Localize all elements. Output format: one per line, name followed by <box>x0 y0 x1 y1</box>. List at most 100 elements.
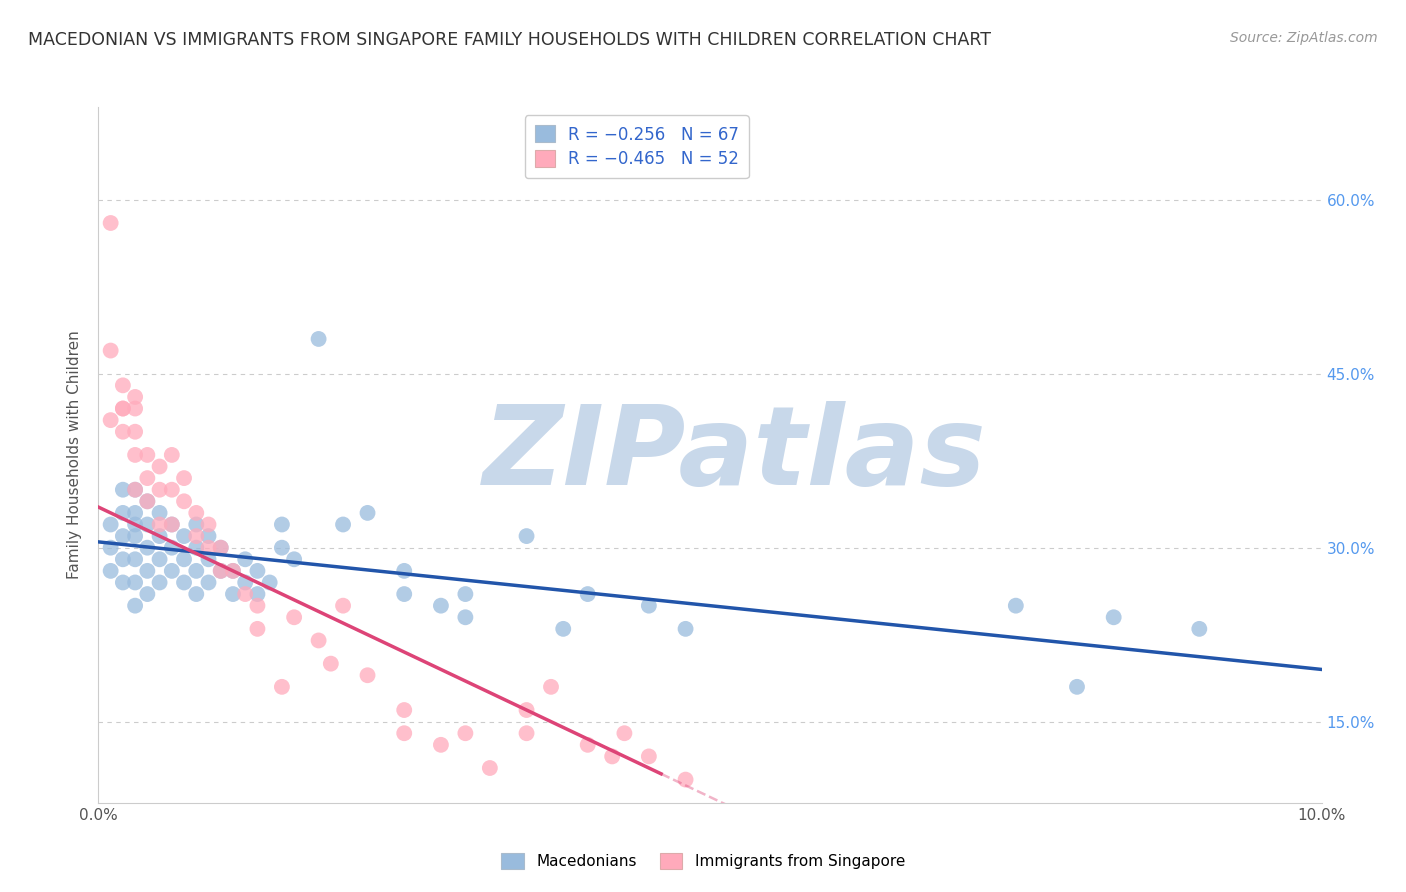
Point <box>186 517 208 532</box>
Point <box>173 494 195 508</box>
Point <box>637 749 661 764</box>
Point <box>136 471 159 485</box>
Point <box>124 401 146 416</box>
Point <box>173 552 195 566</box>
Point <box>124 390 146 404</box>
Point <box>186 541 208 555</box>
Point <box>209 564 232 578</box>
Point <box>332 599 354 613</box>
Point <box>186 529 208 543</box>
Point <box>1004 599 1026 613</box>
Point <box>111 483 134 497</box>
Point <box>100 343 122 358</box>
Point <box>111 378 134 392</box>
Point <box>173 529 195 543</box>
Y-axis label: Family Households with Children: Family Households with Children <box>67 331 83 579</box>
Point <box>516 703 538 717</box>
Point <box>540 680 562 694</box>
Point <box>246 564 269 578</box>
Point <box>270 680 292 694</box>
Point <box>259 575 281 590</box>
Point <box>111 401 134 416</box>
Point <box>124 506 146 520</box>
Text: Source: ZipAtlas.com: Source: ZipAtlas.com <box>1230 31 1378 45</box>
Point <box>111 401 134 416</box>
Point <box>209 541 232 555</box>
Point <box>136 494 159 508</box>
Point <box>553 622 575 636</box>
Point <box>246 622 269 636</box>
Point <box>308 633 330 648</box>
Point <box>124 552 146 566</box>
Point <box>100 564 122 578</box>
Point <box>186 506 208 520</box>
Point <box>392 726 416 740</box>
Point <box>124 483 146 497</box>
Point <box>136 564 159 578</box>
Point <box>124 599 146 613</box>
Point <box>576 738 599 752</box>
Point <box>100 517 122 532</box>
Point <box>160 517 183 532</box>
Point <box>246 599 269 613</box>
Point <box>246 587 269 601</box>
Point <box>270 541 292 555</box>
Point <box>111 552 134 566</box>
Point <box>149 483 172 497</box>
Point <box>1066 680 1088 694</box>
Point <box>1188 622 1211 636</box>
Point <box>675 622 697 636</box>
Point <box>111 529 134 543</box>
Point <box>124 575 146 590</box>
Point <box>136 448 159 462</box>
Point <box>197 541 219 555</box>
Point <box>637 599 661 613</box>
Point <box>576 587 599 601</box>
Point <box>197 529 219 543</box>
Point <box>454 610 477 624</box>
Point <box>454 587 477 601</box>
Point <box>111 575 134 590</box>
Point <box>173 575 195 590</box>
Point <box>100 413 122 427</box>
Point <box>100 541 122 555</box>
Text: ZIPatlas: ZIPatlas <box>482 401 987 508</box>
Point <box>233 575 256 590</box>
Point <box>613 726 636 740</box>
Point <box>356 668 378 682</box>
Point <box>124 483 146 497</box>
Point <box>149 529 172 543</box>
Point <box>233 552 256 566</box>
Point <box>454 726 477 740</box>
Point <box>392 587 416 601</box>
Point <box>136 541 159 555</box>
Point <box>430 738 453 752</box>
Point <box>222 564 245 578</box>
Point <box>283 610 305 624</box>
Point <box>160 564 183 578</box>
Point <box>197 552 219 566</box>
Point <box>124 529 146 543</box>
Point <box>160 448 183 462</box>
Point <box>160 517 183 532</box>
Point <box>149 575 172 590</box>
Point <box>222 587 245 601</box>
Point <box>270 517 292 532</box>
Point <box>392 564 416 578</box>
Point <box>186 564 208 578</box>
Point <box>600 749 623 764</box>
Point <box>160 541 183 555</box>
Point <box>516 529 538 543</box>
Point <box>149 552 172 566</box>
Point <box>197 575 219 590</box>
Point <box>124 425 146 439</box>
Point <box>1102 610 1125 624</box>
Point <box>233 587 256 601</box>
Point <box>222 564 245 578</box>
Point <box>124 448 146 462</box>
Point <box>186 587 208 601</box>
Legend: R = −0.256   N = 67, R = −0.465   N = 52: R = −0.256 N = 67, R = −0.465 N = 52 <box>524 115 749 178</box>
Point <box>124 517 146 532</box>
Point <box>478 761 501 775</box>
Point <box>111 506 134 520</box>
